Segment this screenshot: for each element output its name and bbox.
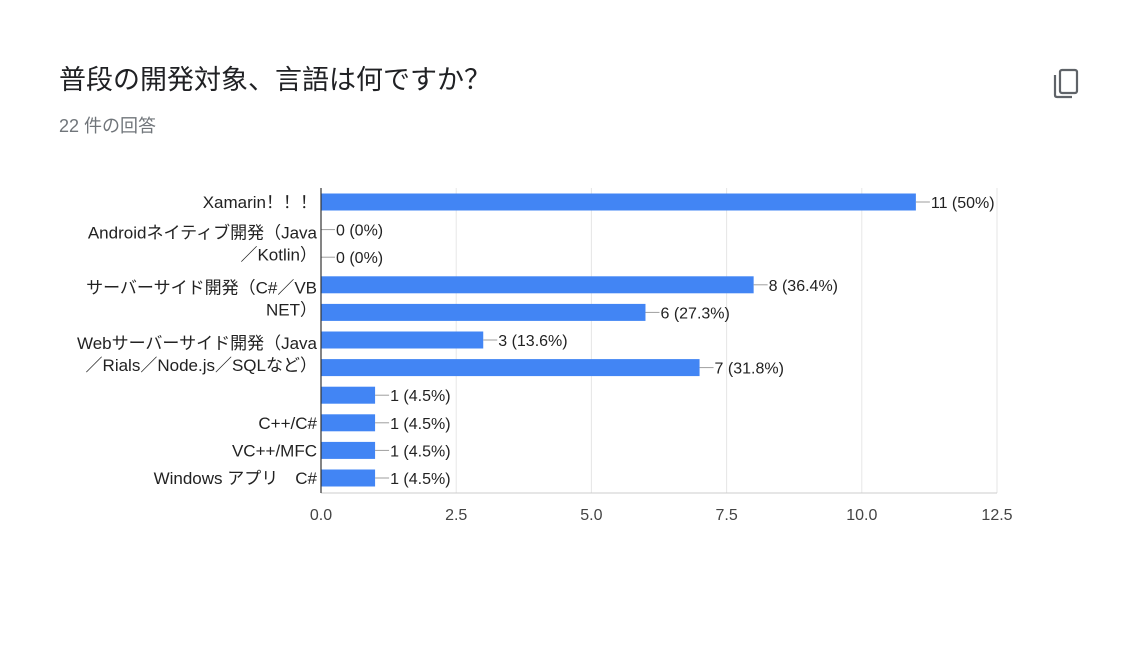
bar [321, 414, 376, 432]
data-label: 11 (50%) [931, 195, 995, 212]
category-label: Xamarin！！！ [203, 193, 317, 212]
x-tick-label: 7.5 [715, 507, 737, 524]
bar [321, 276, 754, 294]
x-tick-label: 0.0 [310, 507, 332, 524]
x-tick-label: 2.5 [445, 507, 467, 524]
x-tick-label: 10.0 [846, 507, 877, 524]
data-label: 3 (13.6%) [498, 333, 567, 350]
data-label: 1 (4.5%) [390, 388, 450, 405]
bar [321, 359, 700, 377]
chart-title: 普段の開発対象、言語は何ですか？ [59, 65, 491, 95]
category-label: NET） [266, 301, 317, 320]
data-label: 0 (0%) [336, 250, 383, 267]
category-label: Androidネイティブ開発（Java [88, 222, 318, 242]
data-label: 1 (4.5%) [390, 471, 450, 488]
copy-icon [1053, 68, 1079, 99]
category-label: サーバーサイド開発（C#／VB [86, 279, 317, 298]
category-label: VC++/MFC [232, 441, 317, 460]
bar [321, 441, 376, 459]
x-tick-label: 5.0 [580, 507, 602, 524]
category-label: C++/C# [258, 414, 317, 433]
category-label: Webサーバーサイド開発（Java [77, 334, 318, 353]
data-label: 8 (36.4%) [769, 278, 838, 295]
bar [321, 193, 916, 211]
data-label: 1 (4.5%) [390, 443, 450, 460]
bar [321, 331, 484, 349]
x-tick-label: 12.5 [981, 507, 1012, 524]
category-label: ／Kotlin） [240, 245, 317, 264]
category-label: ／Rials／Node.js／SQLなど） [86, 356, 317, 375]
data-label: 0 (0%) [336, 223, 383, 240]
data-label: 7 (31.8%) [715, 361, 784, 378]
copy-chart-button[interactable] [1044, 62, 1088, 106]
data-label: 1 (4.5%) [390, 416, 450, 433]
bar [321, 469, 376, 487]
data-label: 6 (27.3%) [660, 305, 729, 322]
bar [321, 303, 646, 321]
response-count: 22 件の回答 [59, 116, 157, 136]
category-label: Windows アプリ C# [154, 469, 318, 488]
bar [321, 386, 376, 404]
